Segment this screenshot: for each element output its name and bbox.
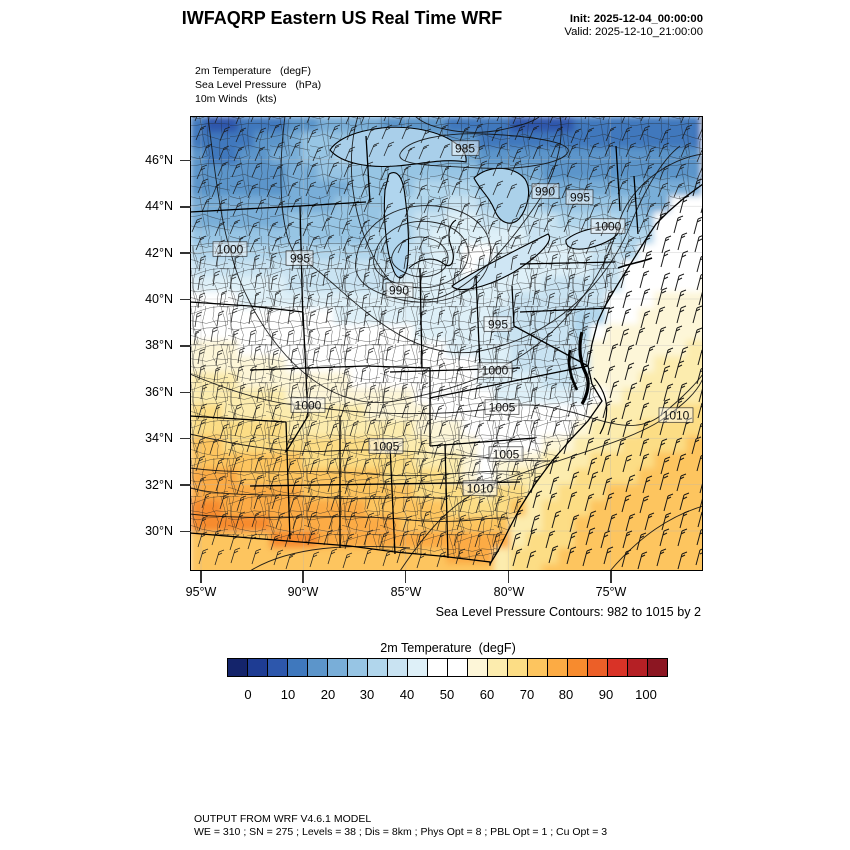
svg-text:1005: 1005 [489, 400, 516, 414]
svg-text:1000: 1000 [482, 363, 509, 377]
svg-text:995: 995 [570, 190, 590, 204]
svg-text:1005: 1005 [373, 439, 400, 453]
svg-text:995: 995 [488, 317, 508, 331]
svg-text:1000: 1000 [295, 398, 322, 412]
svg-text:1000: 1000 [595, 219, 622, 233]
svg-text:985: 985 [455, 141, 475, 155]
svg-text:1000: 1000 [217, 242, 244, 256]
svg-text:1005: 1005 [493, 447, 520, 461]
svg-text:1010: 1010 [663, 408, 690, 422]
svg-text:990: 990 [535, 184, 555, 198]
svg-text:990: 990 [389, 283, 409, 297]
svg-text:1010: 1010 [467, 481, 494, 495]
svg-text:995: 995 [290, 251, 310, 265]
